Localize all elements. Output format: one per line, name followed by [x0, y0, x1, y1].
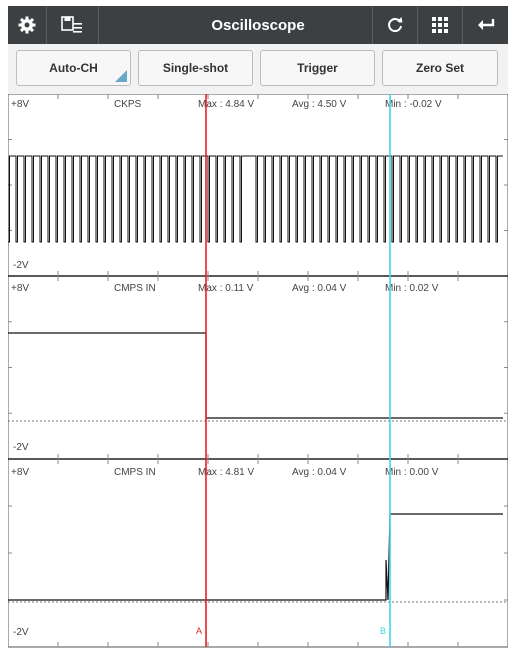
back-button[interactable]: [463, 6, 508, 44]
top-bar: Oscilloscope: [8, 6, 508, 44]
single-shot-button[interactable]: Single-shot: [138, 50, 253, 86]
refresh-button[interactable]: [372, 6, 418, 44]
scope-display[interactable]: +8V CKPS Max : 4.84 V Avg : 4.50 V Min :…: [8, 94, 508, 649]
grid-icon: [431, 17, 448, 33]
ch2-max: Max : 0.11 V: [198, 283, 254, 294]
ch1-avg: Avg : 4.50 V: [292, 99, 347, 110]
ch2-top-scale: +8V: [11, 283, 29, 294]
settings-button[interactable]: [8, 6, 47, 44]
ch2-bottom-scale: -2V: [13, 442, 29, 453]
ch3-bottom-scale: -2V: [13, 627, 29, 638]
gear-icon: [18, 16, 36, 34]
grid-ticks: [8, 94, 508, 647]
single-shot-label: Single-shot: [162, 61, 229, 75]
ch1-top-scale: +8V: [11, 99, 29, 110]
ch3-avg: Avg : 0.04 V: [292, 467, 347, 478]
channel-3-panel: +8V CMPS IN Max : 4.81 V Avg : 0.04 V Mi…: [8, 467, 508, 638]
save-list-icon: [61, 16, 82, 33]
control-bar: Auto-CH Single-shot Trigger Zero Set: [8, 44, 508, 94]
cursor-a-label[interactable]: A: [196, 626, 202, 636]
ch3-waveform: [8, 513, 503, 601]
trigger-button[interactable]: Trigger: [260, 50, 375, 86]
ch2-avg: Avg : 0.04 V: [292, 283, 347, 294]
back-icon: [477, 19, 494, 30]
auto-ch-button[interactable]: Auto-CH: [16, 50, 131, 86]
ch2-min: Min : 0.02 V: [385, 283, 439, 294]
ch3-top-scale: +8V: [11, 467, 29, 478]
ch1-max: Max : 4.84 V: [198, 99, 254, 110]
trigger-label: Trigger: [297, 61, 338, 75]
save-list-button[interactable]: [46, 6, 99, 44]
ch3-name: CMPS IN: [114, 467, 156, 478]
ch1-name: CKPS: [114, 99, 142, 110]
zero-set-button[interactable]: Zero Set: [382, 50, 498, 86]
ch1-min: Min : -0.02 V: [385, 99, 442, 110]
zero-set-label: Zero Set: [415, 61, 464, 75]
cursor-b-label[interactable]: B: [380, 626, 386, 636]
ch2-name: CMPS IN: [114, 283, 156, 294]
auto-ch-label: Auto-CH: [49, 61, 98, 75]
grid-view-button[interactable]: [417, 6, 463, 44]
ch1-waveform: [8, 155, 503, 243]
ch1-bottom-scale: -2V: [13, 260, 29, 271]
refresh-icon: [388, 17, 403, 33]
page-title: Oscilloscope: [211, 16, 305, 34]
ch3-min: Min : 0.00 V: [385, 467, 439, 478]
dropdown-corner-icon: [115, 70, 127, 82]
ch3-max: Max : 4.81 V: [198, 467, 254, 478]
channel-1-panel: +8V CKPS Max : 4.84 V Avg : 4.50 V Min :…: [8, 99, 503, 271]
